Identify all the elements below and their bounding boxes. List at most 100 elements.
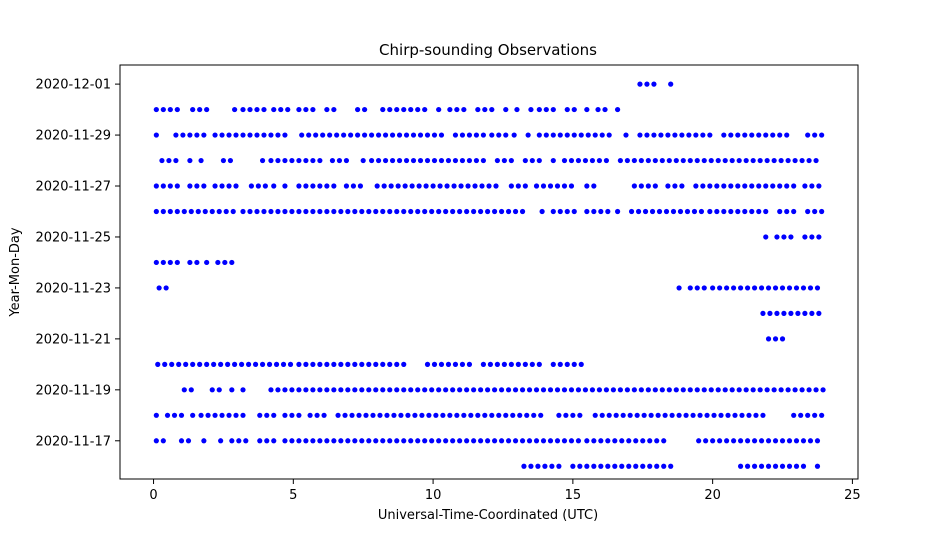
data-point xyxy=(584,106,590,113)
data-point xyxy=(282,183,288,189)
data-point xyxy=(229,387,235,393)
data-point xyxy=(285,106,291,113)
data-point xyxy=(742,132,748,138)
data-point xyxy=(715,157,721,164)
data-point xyxy=(374,183,380,189)
data-point xyxy=(212,132,218,138)
data-point xyxy=(777,132,783,138)
data-point xyxy=(531,412,537,418)
data-point xyxy=(417,132,424,138)
data-point xyxy=(310,106,316,113)
data-point xyxy=(190,106,196,113)
data-point xyxy=(673,157,679,164)
data-point xyxy=(742,183,748,189)
data-point xyxy=(211,361,217,367)
data-point xyxy=(183,361,189,367)
data-point xyxy=(623,132,629,138)
data-point xyxy=(721,132,727,138)
data-point xyxy=(547,438,554,444)
data-point xyxy=(382,132,389,138)
scatter-points xyxy=(153,81,826,469)
data-point xyxy=(394,361,400,367)
data-point xyxy=(638,157,644,164)
data-point xyxy=(489,106,495,113)
data-point xyxy=(232,106,238,113)
data-point xyxy=(571,106,577,113)
data-point xyxy=(423,183,429,189)
data-point xyxy=(800,285,807,291)
data-point xyxy=(380,361,386,367)
data-point xyxy=(536,157,542,164)
data-point xyxy=(770,132,776,138)
data-point xyxy=(209,208,215,215)
data-point xyxy=(652,183,658,189)
data-point xyxy=(800,438,807,444)
data-point xyxy=(452,157,459,164)
data-point xyxy=(167,208,173,215)
data-point xyxy=(181,208,187,215)
data-point xyxy=(647,438,653,444)
data-point xyxy=(696,438,702,444)
data-point xyxy=(602,106,608,113)
data-point xyxy=(197,361,203,367)
data-point xyxy=(357,183,364,189)
data-point xyxy=(694,387,700,393)
data-point xyxy=(396,157,403,164)
data-point xyxy=(568,438,575,444)
data-point xyxy=(153,183,159,189)
data-point xyxy=(240,208,246,215)
data-point xyxy=(617,387,623,393)
data-point xyxy=(345,208,351,215)
data-point xyxy=(687,387,693,393)
data-point xyxy=(603,387,610,393)
data-point xyxy=(819,132,825,138)
data-point xyxy=(226,412,232,418)
data-point xyxy=(375,157,382,164)
data-point xyxy=(167,106,173,113)
data-point xyxy=(714,183,720,189)
data-point xyxy=(606,132,612,138)
data-point xyxy=(708,157,714,164)
data-point xyxy=(676,412,682,418)
data-point xyxy=(310,438,316,444)
data-point xyxy=(522,361,528,367)
data-point xyxy=(606,412,612,418)
data-point xyxy=(452,361,459,367)
data-point xyxy=(760,310,766,316)
data-point xyxy=(387,361,393,367)
data-point xyxy=(665,183,671,189)
data-point xyxy=(219,183,225,189)
data-point xyxy=(247,106,253,113)
data-point xyxy=(547,183,554,189)
data-point xyxy=(714,208,720,215)
data-point xyxy=(584,438,590,444)
data-point xyxy=(343,157,350,164)
data-point xyxy=(684,208,691,215)
data-point xyxy=(515,183,521,189)
data-point xyxy=(178,438,185,444)
data-point xyxy=(296,412,302,418)
data-point xyxy=(592,412,598,418)
data-point xyxy=(715,387,721,393)
data-point xyxy=(368,132,375,138)
data-point xyxy=(310,157,316,164)
data-point xyxy=(809,310,815,316)
data-point xyxy=(749,208,755,215)
data-point xyxy=(737,463,744,469)
data-point xyxy=(317,361,323,367)
data-point xyxy=(735,208,741,215)
data-point xyxy=(599,412,605,418)
data-point xyxy=(381,183,387,189)
data-point xyxy=(429,208,435,215)
data-point xyxy=(757,157,763,164)
data-point xyxy=(722,157,728,164)
data-point xyxy=(701,285,707,291)
data-point xyxy=(447,412,453,418)
data-point xyxy=(160,259,166,266)
data-point xyxy=(680,157,686,164)
data-point xyxy=(568,157,575,164)
data-point xyxy=(668,81,674,87)
data-point xyxy=(779,336,786,342)
data-point xyxy=(638,387,644,393)
data-point xyxy=(289,387,295,393)
